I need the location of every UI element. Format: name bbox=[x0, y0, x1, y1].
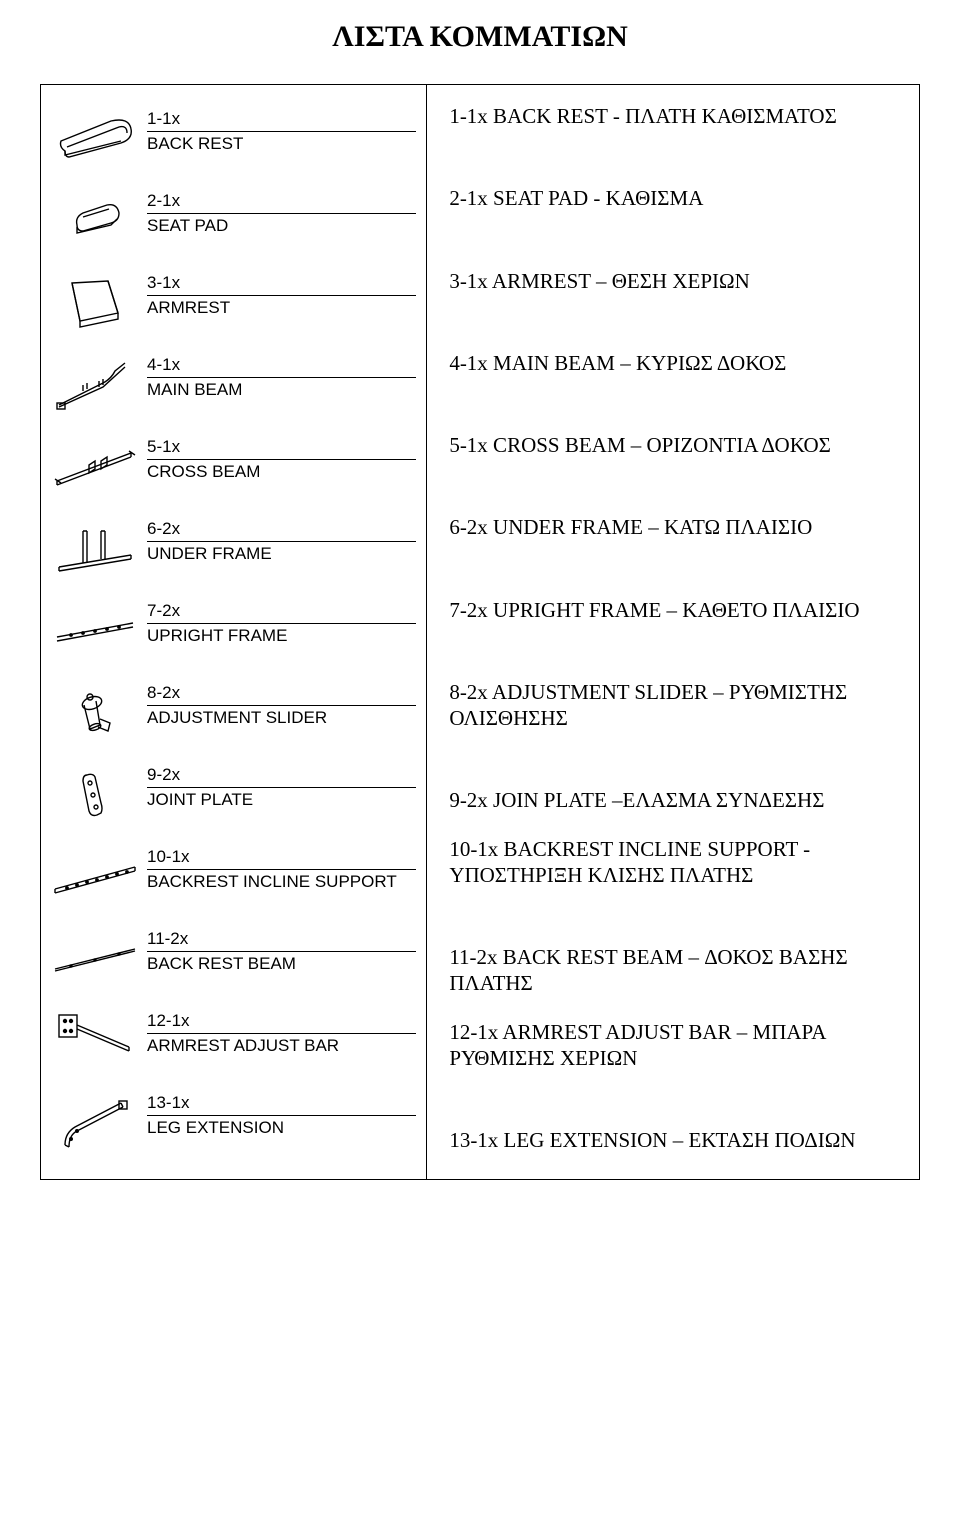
back-rest-beam-icon bbox=[51, 923, 141, 995]
part-qty: 5-1x bbox=[147, 437, 416, 460]
part-qty: 9-2x bbox=[147, 765, 416, 788]
part-qty: 11-2x bbox=[147, 929, 416, 952]
under-frame-icon bbox=[51, 513, 141, 585]
part-description: 13-1x LEG EXTENSION – ΕΚΤΑΣΗ ΠΟΔΙΩΝ bbox=[449, 1127, 901, 1153]
part-row: 7-2x UPRIGHT FRAME bbox=[51, 595, 416, 667]
part-description: 7-2x UPRIGHT FRAME – ΚΑΘΕΤΟ ΠΛΑΙΣΙΟ bbox=[449, 597, 901, 623]
part-qty: 4-1x bbox=[147, 355, 416, 378]
part-name: JOINT PLATE bbox=[147, 790, 416, 810]
part-qty: 3-1x bbox=[147, 273, 416, 296]
part-qty: 12-1x bbox=[147, 1011, 416, 1034]
armrest-icon bbox=[51, 267, 141, 339]
page-title: ΛΙΣΤΑ ΚΟΜΜΑΤΙΩΝ bbox=[40, 20, 920, 54]
part-qty: 8-2x bbox=[147, 683, 416, 706]
part-name: BACKREST INCLINE SUPPORT bbox=[147, 872, 416, 892]
upright-frame-icon bbox=[51, 595, 141, 667]
part-row: 1-1x BACK REST bbox=[51, 103, 416, 175]
part-row: 5-1x CROSS BEAM bbox=[51, 431, 416, 503]
part-qty: 2-1x bbox=[147, 191, 416, 214]
part-qty: 13-1x bbox=[147, 1093, 416, 1116]
part-description: 6-2x UNDER FRAME – ΚΑΤΩ ΠΛΑΙΣΙΟ bbox=[449, 514, 901, 540]
part-description: 8-2x ADJUSTMENT SLIDER – ΡΥΘΜΙΣΤΗΣ ΟΛΙΣΘ… bbox=[449, 679, 901, 732]
part-row: 8-2x ADJUSTMENT SLIDER bbox=[51, 677, 416, 749]
part-description: 2-1x SEAT PAD - ΚΑΘΙΣΜΑ bbox=[449, 185, 901, 211]
back-rest-icon bbox=[51, 103, 141, 175]
part-description: 1-1x BACK REST - ΠΛΑΤΗ ΚΑΘΙΣΜΑΤΟΣ bbox=[449, 103, 901, 129]
armrest-adjust-bar-icon bbox=[51, 1005, 141, 1077]
backrest-incline-support-icon bbox=[51, 841, 141, 913]
part-description: 10-1x BACKREST INCLINE SUPPORT - ΥΠΟΣΤΗΡ… bbox=[449, 836, 901, 889]
part-row: 6-2x UNDER FRAME bbox=[51, 513, 416, 585]
part-name: MAIN BEAM bbox=[147, 380, 416, 400]
part-row: 4-1x MAIN BEAM bbox=[51, 349, 416, 421]
part-description: 9-2x JOIN PLATE –ΕΛΑΣΜΑ ΣΥΝΔΕΣΗΣ bbox=[449, 787, 901, 813]
part-row: 3-1x ARMREST bbox=[51, 267, 416, 339]
part-description: 12-1x ARMREST ADJUST BAR – ΜΠΑΡΑ ΡΥΘΜΙΣΗ… bbox=[449, 1019, 901, 1072]
part-name: UPRIGHT FRAME bbox=[147, 626, 416, 646]
part-name: ARMREST bbox=[147, 298, 416, 318]
part-description: 11-2x BACK REST BEAM – ΔΟΚΟΣ ΒΑΣΗΣ ΠΛΑΤΗ… bbox=[449, 944, 901, 997]
part-row: 9-2x JOINT PLATE bbox=[51, 759, 416, 831]
part-description: 4-1x MAIN BEAM – ΚΥΡΙΩΣ ΔΟΚΟΣ bbox=[449, 350, 901, 376]
part-qty: 1-1x bbox=[147, 109, 416, 132]
seat-pad-icon bbox=[51, 185, 141, 257]
joint-plate-icon bbox=[51, 759, 141, 831]
part-name: ADJUSTMENT SLIDER bbox=[147, 708, 416, 728]
cross-beam-icon bbox=[51, 431, 141, 503]
part-name: SEAT PAD bbox=[147, 216, 416, 236]
part-name: ARMREST ADJUST BAR bbox=[147, 1036, 416, 1056]
part-description: 3-1x ARMREST – ΘΕΣΗ ΧΕΡΙΩΝ bbox=[449, 268, 901, 294]
part-row: 11-2x BACK REST BEAM bbox=[51, 923, 416, 995]
part-row: 12-1x ARMREST ADJUST BAR bbox=[51, 1005, 416, 1077]
part-name: CROSS BEAM bbox=[147, 462, 416, 482]
part-row: 10-1x BACKREST INCLINE SUPPORT bbox=[51, 841, 416, 913]
part-name: BACK REST BEAM bbox=[147, 954, 416, 974]
part-name: UNDER FRAME bbox=[147, 544, 416, 564]
adjustment-slider-icon bbox=[51, 677, 141, 749]
parts-description-column: 1-1x BACK REST - ΠΛΑΤΗ ΚΑΘΙΣΜΑΤΟΣ 2-1x S… bbox=[427, 85, 919, 1179]
part-description: 5-1x CROSS BEAM – ΟΡΙΖΟΝΤΙΑ ΔΟΚΟΣ bbox=[449, 432, 901, 458]
part-row: 2-1x SEAT PAD bbox=[51, 185, 416, 257]
main-beam-icon bbox=[51, 349, 141, 421]
part-qty: 10-1x bbox=[147, 847, 416, 870]
part-row: 13-1x LEG EXTENSION bbox=[51, 1087, 416, 1159]
leg-extension-icon bbox=[51, 1087, 141, 1159]
part-qty: 7-2x bbox=[147, 601, 416, 624]
parts-icon-column: 1-1x BACK REST 2-1x SEAT PAD bbox=[41, 85, 427, 1179]
parts-table: 1-1x BACK REST 2-1x SEAT PAD bbox=[40, 84, 920, 1180]
part-qty: 6-2x bbox=[147, 519, 416, 542]
part-name: LEG EXTENSION bbox=[147, 1118, 416, 1138]
part-name: BACK REST bbox=[147, 134, 416, 154]
